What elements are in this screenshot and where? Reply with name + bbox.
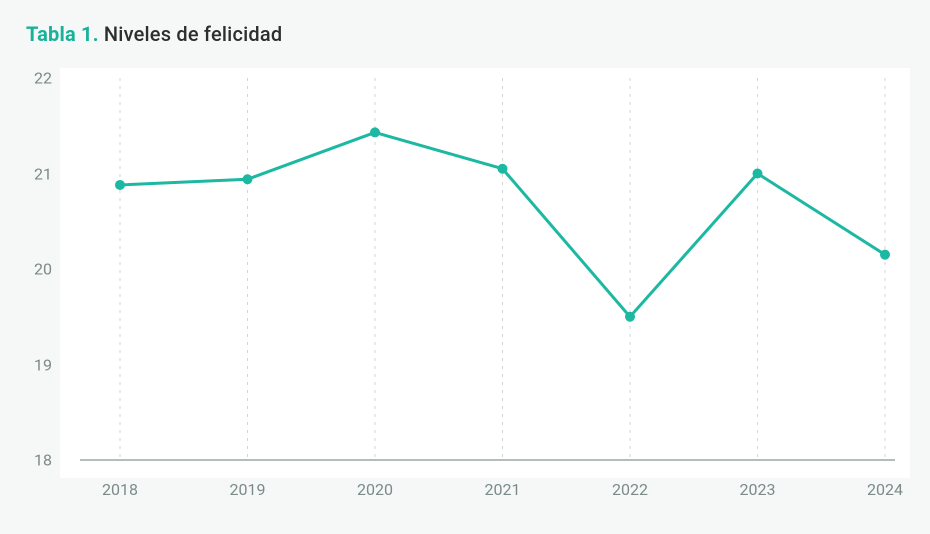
x-axis-tick: 2022 <box>612 480 648 499</box>
chart-container: Tabla 1. Niveles de felicidad 1819202122… <box>0 0 930 534</box>
x-axis-tick: 2019 <box>230 480 266 499</box>
y-axis-tick: 19 <box>12 355 52 374</box>
x-axis-tick: 2018 <box>102 480 138 499</box>
x-axis-tick: 2020 <box>357 480 393 499</box>
chart-title-rest: Niveles de felicidad <box>99 22 283 46</box>
chart-title-prefix: Tabla 1. <box>26 22 99 46</box>
x-axis-tick: 2023 <box>740 480 776 499</box>
y-axis-tick: 22 <box>12 69 52 88</box>
y-axis-tick: 18 <box>12 451 52 470</box>
x-axis-tick: 2021 <box>485 480 521 499</box>
plot-area <box>60 68 910 478</box>
y-axis-tick: 20 <box>12 260 52 279</box>
chart-title: Tabla 1. Niveles de felicidad <box>26 22 282 46</box>
y-axis-tick: 21 <box>12 164 52 183</box>
line-chart-svg <box>60 68 910 478</box>
x-axis-tick: 2024 <box>867 480 903 499</box>
